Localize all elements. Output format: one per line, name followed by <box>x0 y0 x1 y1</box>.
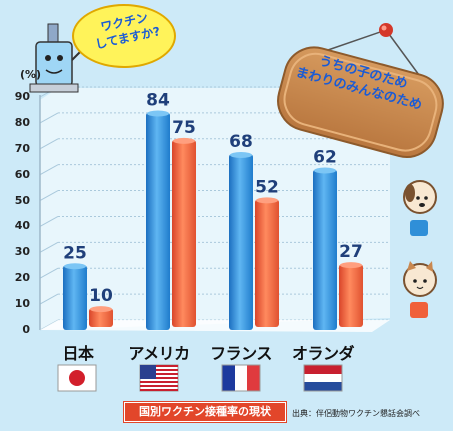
bar-dog-netherlands <box>313 169 337 330</box>
flag-usa-icon <box>139 364 179 392</box>
bar-top <box>64 263 86 270</box>
y-tick-label: 60 <box>14 167 30 181</box>
value-label-dog-japan: 25 <box>63 243 87 263</box>
grid-line <box>39 112 59 124</box>
y-tick-label: 40 <box>14 219 30 233</box>
y-axis-unit: (%) <box>20 68 42 81</box>
pushpin-icon <box>379 23 393 37</box>
grid-line <box>39 138 59 150</box>
bar-top <box>173 137 195 144</box>
grid-line <box>39 216 59 227</box>
bar-top <box>340 262 362 269</box>
bars <box>63 110 363 331</box>
bar-top <box>90 306 112 313</box>
bar-top <box>147 110 169 117</box>
chart-floor <box>40 320 390 332</box>
legend-cat-swatch <box>410 302 428 318</box>
speech-bubble <box>72 4 176 68</box>
country-label-japan: 日本 <box>62 344 94 363</box>
flag-france-icon <box>221 364 261 392</box>
bar-dog-japan <box>63 265 87 330</box>
grid-line <box>39 241 59 253</box>
y-tick-label: 80 <box>14 115 30 129</box>
flag-japan-icon <box>57 364 97 392</box>
bar-cat-netherlands <box>339 264 363 327</box>
bar-dog-usa <box>146 112 170 331</box>
country-label-usa: アメリカ <box>128 344 190 363</box>
country-label-netherlands: オランダ <box>291 344 355 363</box>
y-tick-label: 0 <box>22 323 30 336</box>
value-label-cat-netherlands: 27 <box>339 242 363 262</box>
bar-dog-france <box>229 153 253 330</box>
syringe-mascot-icon <box>29 23 83 93</box>
grid-line <box>39 267 59 279</box>
value-label-dog-france: 68 <box>229 132 253 152</box>
value-label-dog-netherlands: 62 <box>313 147 337 167</box>
bar-cat-france <box>255 199 279 327</box>
grid-line <box>39 190 59 201</box>
cat-icon <box>403 261 437 297</box>
value-label-cat-japan: 10 <box>89 286 113 306</box>
legend-dog-swatch <box>410 220 428 236</box>
y-tick-label: 70 <box>14 141 30 155</box>
chart-caption: 国別ワクチン接種率の現状 <box>123 401 287 423</box>
value-label-dog-usa: 84 <box>146 91 170 111</box>
y-tick-label: 20 <box>14 271 30 285</box>
y-tick-label: 10 <box>14 297 30 311</box>
chart-axes <box>39 95 390 332</box>
legend <box>403 180 437 318</box>
grid-line <box>39 164 59 176</box>
value-label-cat-usa: 75 <box>172 118 196 138</box>
bar-cat-japan <box>89 308 113 327</box>
y-tick-label: 30 <box>14 245 30 259</box>
y-tick-label: 90 <box>14 90 30 103</box>
bar-top <box>230 151 252 158</box>
chart-back-wall <box>40 88 390 330</box>
y-tick-label: 50 <box>14 193 30 207</box>
wooden-sign-icon <box>277 23 444 158</box>
bar-top <box>314 167 336 174</box>
flag-netherlands-icon <box>303 364 343 392</box>
dog-icon <box>403 180 437 214</box>
bar-cat-usa <box>172 139 196 327</box>
value-label-cat-france: 52 <box>255 177 279 197</box>
country-label-france: フランス <box>210 344 272 363</box>
bar-top <box>256 197 278 204</box>
grid-line <box>39 293 59 305</box>
source-note: 出典：伴侶動物ワクチン懇話会調べ <box>292 409 420 418</box>
